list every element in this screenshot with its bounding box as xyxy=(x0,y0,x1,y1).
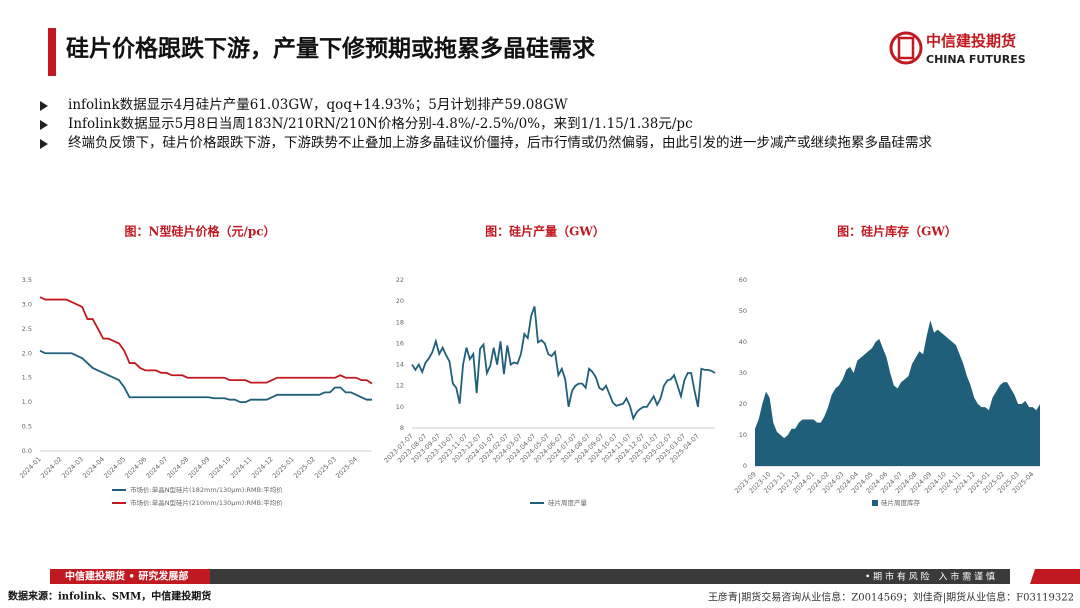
x-tick-label: 2024-04 xyxy=(81,455,106,480)
y-tick-label: 40 xyxy=(739,338,747,346)
y-tick-label: 3.0 xyxy=(22,300,32,308)
y-tick-label: 0 xyxy=(743,462,747,470)
bullet-arrow xyxy=(40,120,48,130)
x-tick-label: 2025-03 xyxy=(313,455,338,480)
footer-dept: 中信建投期货 • 研究发展部 xyxy=(65,570,188,583)
y-tick-label: 3.5 xyxy=(22,276,32,284)
y-tick-label: 22 xyxy=(396,276,404,284)
y-tick-label: 16 xyxy=(396,339,404,347)
footer-block xyxy=(1030,569,1080,584)
y-tick-label: 10 xyxy=(396,403,404,411)
bullet-arrow xyxy=(40,101,48,111)
x-tick-label: 2024-07 xyxy=(144,455,169,480)
bullet-list: infolink数据显示4月硅片产量61.03GW，qoq+14.93%；5月计… xyxy=(38,96,1048,153)
x-tick-label: 2024-06 xyxy=(123,455,148,480)
y-tick-label: 50 xyxy=(739,307,747,315)
title-bar xyxy=(48,28,56,76)
x-tick-label: 2024-09 xyxy=(187,455,212,480)
legend-label: 市场价:单晶N型硅片(210mm/130μm):RMB:平均价 xyxy=(130,498,283,507)
y-tick-label: 1.0 xyxy=(22,398,32,406)
y-tick-label: 8 xyxy=(400,424,404,432)
x-tick-label: 2024-11 xyxy=(229,455,254,480)
y-tick-label: 1.5 xyxy=(22,374,32,382)
bullet: Infolink数据显示5月8日当周183N/210RN/210N价格分别-4.… xyxy=(38,115,1048,134)
x-tick-label: 2024-02 xyxy=(39,455,64,480)
line xyxy=(39,296,373,385)
bullet-text: 终端负反馈下，硅片价格跟跌下游，下游跌势不止叠加上游多晶硅议价僵持，后市行情或仍… xyxy=(68,135,932,151)
y-tick-label: 0.0 xyxy=(22,447,32,455)
legend-label: 硅片周度产量 xyxy=(548,498,588,507)
chart-title: 图：硅片库存（GW） xyxy=(837,224,957,239)
x-tick-label: 2024-12 xyxy=(250,455,275,480)
y-tick-label: 2.0 xyxy=(22,349,32,357)
area xyxy=(755,320,1040,466)
bullet: 终端负反馈下，硅片价格跟跌下游，下游跌势不止叠加上游多晶硅议价僵持，后市行情或仍… xyxy=(38,134,1048,153)
y-tick-label: 30 xyxy=(739,369,747,377)
logo-text: 中信建投期货 xyxy=(926,32,1016,50)
y-tick-label: 10 xyxy=(739,431,747,439)
y-tick-label: 12 xyxy=(396,382,404,390)
y-tick-label: 18 xyxy=(396,318,404,326)
y-tick-label: 20 xyxy=(739,400,747,408)
bullet: infolink数据显示4月硅片产量61.03GW，qoq+14.93%；5月计… xyxy=(38,96,1048,115)
legend-label: 市场价:单晶N型硅片(182mm/130μm):RMB:平均价 xyxy=(130,485,283,494)
y-tick-label: 0.5 xyxy=(22,423,32,431)
line xyxy=(39,350,372,404)
bullet-arrow xyxy=(40,139,48,149)
logo-text: CHINA FUTURES xyxy=(926,53,1026,66)
footer-risk: • 期 市 有 风 险 入 市 需 谨 慎 xyxy=(865,571,995,583)
footer-source: 数据来源：infolink、SMM，中信建投期货 xyxy=(8,590,211,603)
x-tick-label: 2024-08 xyxy=(166,455,191,480)
x-tick-label: 2025-01 xyxy=(271,455,296,480)
legend-swatch xyxy=(872,500,878,506)
x-tick-label: 2024-01 xyxy=(18,455,43,480)
y-tick-label: 60 xyxy=(739,276,747,284)
slide-title: 硅片价格跟跌下游，产量下修预期或拖累多晶硅需求 xyxy=(66,35,595,62)
y-tick-label: 20 xyxy=(396,297,404,305)
footer-bar xyxy=(50,569,210,584)
x-tick-label: 2025-02 xyxy=(292,455,317,480)
bullet-text: Infolink数据显示5月8日当周183N/210RN/210N价格分别-4.… xyxy=(68,116,693,132)
x-tick-label: 2025-04 xyxy=(334,455,359,480)
bullet-text: infolink数据显示4月硅片产量61.03GW，qoq+14.93%；5月计… xyxy=(68,97,568,113)
legend-label: 硅片周度库存 xyxy=(881,498,921,507)
logo-icon xyxy=(897,36,915,60)
footer-analysts: 王彦青|期货交易咨询从业信息：Z0014569；刘佳奇|期货从业信息：F0311… xyxy=(708,591,1074,604)
x-tick-label: 2024-10 xyxy=(208,455,233,480)
x-tick-label: 2024-03 xyxy=(60,455,85,480)
chart-title: 图：硅片产量（GW） xyxy=(485,224,605,239)
chart-title: 图：N型硅片价格（元/pc） xyxy=(124,224,275,239)
logo-icon xyxy=(889,31,923,65)
y-tick-label: 14 xyxy=(396,361,404,369)
y-tick-label: 2.5 xyxy=(22,325,32,333)
x-tick-label: 2024-05 xyxy=(102,455,127,480)
footer-bar xyxy=(50,569,1010,584)
line xyxy=(411,306,716,421)
